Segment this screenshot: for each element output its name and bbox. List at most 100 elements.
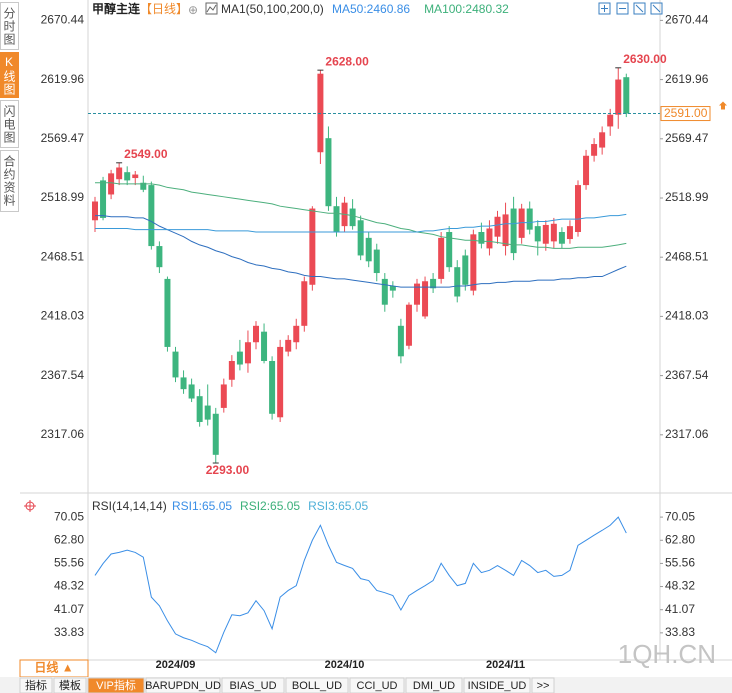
tab-label[interactable]: >> [537, 680, 550, 692]
y-tick-label: 2670.44 [41, 13, 85, 27]
settings-icon[interactable] [24, 500, 36, 512]
x-tick-label: 2024/09 [156, 659, 196, 671]
watermark: 1QH.CN [618, 639, 716, 669]
candle-body [244, 342, 251, 364]
candle-body [253, 325, 259, 343]
candle-body [397, 325, 404, 357]
legend-entry: MA50:2460.86 [332, 2, 410, 16]
tab[interactable] [405, 677, 463, 693]
candle-body [212, 413, 219, 455]
candle-body [373, 249, 380, 274]
candle-body [140, 182, 147, 190]
candle-body [566, 226, 573, 240]
candle-body [607, 114, 614, 127]
candle-body [446, 231, 453, 268]
candle-body [293, 325, 300, 343]
y-tick-label: 70.05 [54, 509, 84, 523]
tab[interactable] [19, 677, 53, 693]
line-series [95, 182, 627, 249]
tab[interactable] [145, 677, 221, 693]
last-price-box [660, 106, 711, 122]
y-tick-label: 2367.54 [41, 368, 85, 382]
period-label[interactable]: 【日线】 [140, 2, 188, 16]
tab[interactable] [349, 677, 405, 693]
candle-body [301, 281, 308, 326]
tab[interactable] [531, 677, 555, 693]
add-icon[interactable]: ⊕ [188, 3, 198, 17]
tab-label[interactable]: BARUPDN_UD [145, 680, 221, 692]
ma-icon[interactable] [205, 2, 218, 15]
candle-body [430, 278, 437, 289]
candle-body [542, 224, 549, 244]
y-tick-label: 33.83 [54, 625, 84, 639]
candle-body [575, 185, 581, 232]
tab-label[interactable]: DMI_UD [413, 680, 455, 692]
candle-body [583, 155, 590, 186]
candle-body [180, 377, 187, 390]
y-tick-label: 2317.06 [665, 427, 709, 441]
y-tick-label: 41.07 [54, 602, 84, 616]
annotation-label: 2549.00 [124, 147, 168, 161]
candle-body [132, 174, 139, 179]
annotation-label: 2630.00 [623, 52, 667, 66]
candle-body [422, 281, 429, 317]
candle-body [518, 208, 525, 238]
tab[interactable] [463, 677, 531, 693]
candle-body [156, 246, 163, 268]
tab[interactable] [53, 677, 87, 693]
tab-label[interactable]: INSIDE_UD [468, 680, 527, 692]
x-tick-label: 2024/11 [486, 659, 525, 671]
y-tick-label: 2518.99 [41, 190, 85, 204]
tab-label[interactable]: VIP指标 [96, 678, 136, 692]
y-tick-label: 2468.51 [41, 249, 85, 263]
tab-label[interactable]: BIAS_UD [229, 680, 276, 692]
candle-body [325, 138, 332, 207]
candle-body [108, 173, 115, 195]
candle-body [116, 167, 123, 180]
tab-label[interactable]: 模板 [59, 678, 81, 692]
candle-body [365, 237, 372, 262]
ma-icon-line [206, 4, 217, 13]
side-tab-active[interactable]: K线图 [0, 52, 19, 98]
y-tick-label: 2367.54 [665, 368, 709, 382]
period-button-label[interactable]: 日线 ▲ [34, 660, 73, 675]
side-tab[interactable]: 分时图 [0, 2, 19, 50]
candle-body [236, 351, 243, 365]
candle-body [615, 79, 622, 115]
side-tab[interactable]: 合约资料 [0, 150, 19, 212]
candle-body [486, 228, 493, 249]
indicator-label: MA1(50,100,200,0) [221, 2, 324, 16]
tab[interactable] [285, 677, 349, 693]
tab-label[interactable]: 指标 [25, 678, 47, 692]
last-price-arrow[interactable] [719, 101, 727, 110]
candle-body [381, 278, 388, 305]
candle-body [389, 285, 396, 291]
legend-entry: RSI1:65.05 [172, 499, 232, 513]
tab[interactable] [221, 677, 285, 693]
tab-label[interactable]: CCI_UD [357, 680, 398, 692]
side-tab[interactable]: 闪电图 [0, 100, 19, 148]
candle-body [309, 208, 316, 285]
y-tick-label: 48.32 [665, 579, 695, 593]
frame [20, 0, 732, 661]
candle-body [470, 234, 477, 291]
line-series [95, 215, 627, 288]
candle-body [454, 267, 461, 297]
candle-body [349, 208, 356, 227]
candle-body [599, 132, 606, 148]
candle-body [317, 73, 324, 153]
candle-body [196, 396, 203, 422]
candle-body [558, 231, 565, 244]
candle-body [228, 360, 235, 380]
y-tick-label: 2619.96 [665, 72, 709, 86]
annotation-label: 2293.00 [206, 463, 250, 477]
y-tick-label: 2468.51 [665, 249, 709, 263]
candle-body [526, 208, 533, 230]
toolbar-icons[interactable] [598, 2, 663, 15]
candle-body [550, 223, 557, 242]
tab-active[interactable] [87, 677, 145, 693]
legend-entry: MA100:2480.32 [424, 2, 509, 16]
candle-body [623, 77, 630, 114]
tab-label[interactable]: BOLL_UD [292, 680, 342, 692]
y-tick-label: 33.83 [665, 625, 695, 639]
